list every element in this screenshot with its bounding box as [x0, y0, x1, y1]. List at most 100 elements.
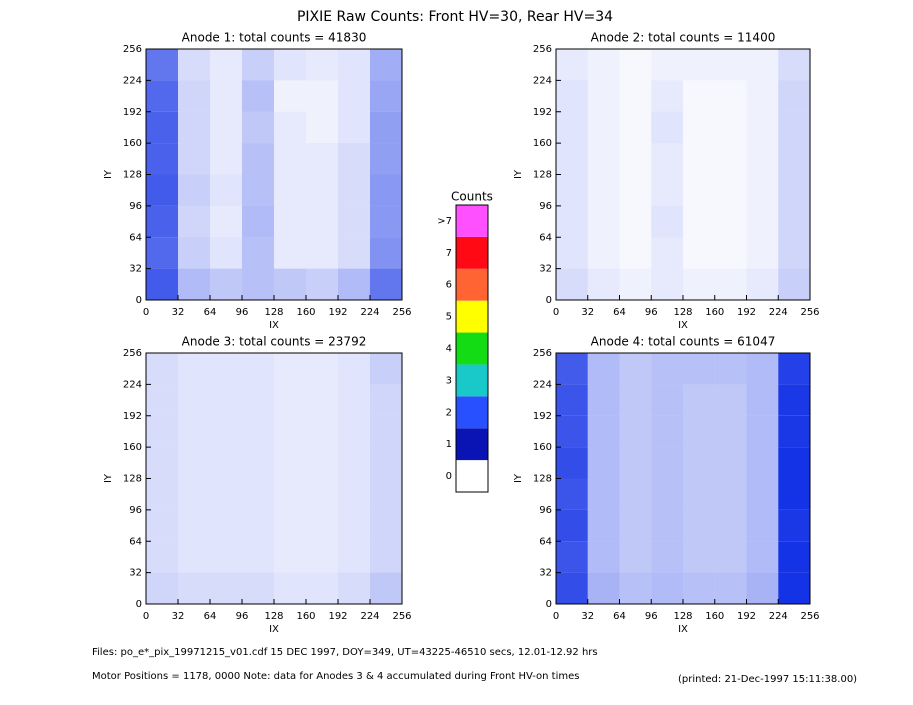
- heat-cell: [651, 353, 683, 385]
- x-tick-label: 64: [204, 307, 217, 318]
- heat-cell: [370, 174, 402, 206]
- heat-cell: [746, 268, 779, 300]
- heat-cell: [556, 268, 588, 300]
- heat-cell: [210, 447, 242, 479]
- heat-cell: [274, 268, 306, 300]
- heat-cell: [306, 541, 338, 573]
- x-tick-label: 96: [645, 307, 658, 318]
- heat-cell: [714, 572, 747, 604]
- heat-cell: [210, 143, 242, 175]
- heat-cell: [338, 509, 370, 542]
- heat-cell: [146, 80, 178, 112]
- heat-cell: [306, 478, 338, 510]
- heat-cell: [683, 112, 715, 143]
- heat-cell: [620, 237, 652, 268]
- heat-cell: [778, 478, 810, 510]
- heat-cell: [370, 478, 402, 510]
- colorbar-label: 4: [446, 344, 452, 355]
- heat-cell: [146, 478, 178, 510]
- heat-cell: [746, 49, 779, 81]
- heat-cell: [651, 111, 683, 144]
- y-tick-label: 160: [533, 442, 552, 453]
- heat-cell: [274, 237, 306, 269]
- x-tick-label: 224: [360, 611, 379, 622]
- heat-cell: [210, 111, 242, 144]
- heat-cell: [778, 415, 810, 448]
- heat-cell: [587, 478, 620, 510]
- heat-cell: [306, 80, 338, 112]
- heat-cell: [587, 80, 620, 112]
- heat-cell: [619, 447, 652, 479]
- colorbar-label: 2: [446, 407, 452, 418]
- heat-cell: [338, 237, 370, 269]
- heat-cell: [242, 572, 274, 604]
- heat-cell: [274, 415, 306, 448]
- y-tick-label: 256: [533, 348, 552, 359]
- heat-cell: [178, 447, 210, 479]
- heat-cell: [556, 111, 588, 144]
- heat-cell: [146, 174, 178, 206]
- heat-cell: [556, 49, 588, 81]
- heat-cell: [556, 541, 588, 573]
- panel-title: Anode 3: total counts = 23792: [182, 335, 367, 349]
- colorbar-swatch: [456, 300, 488, 333]
- heat-cell: [274, 111, 306, 144]
- heat-cell: [370, 49, 402, 81]
- y-tick-label: 64: [129, 536, 142, 547]
- heat-cell: [714, 268, 747, 300]
- heat-cell: [587, 509, 620, 542]
- y-tick-label: 192: [533, 411, 552, 422]
- heat-cell: [338, 478, 370, 510]
- heat-cell: [683, 80, 715, 111]
- x-tick-label: 96: [236, 611, 249, 622]
- heat-cell: [651, 478, 683, 510]
- heat-cell: [242, 541, 274, 573]
- y-tick-label: 192: [123, 411, 142, 422]
- heat-cell: [587, 384, 620, 416]
- heat-cell: [178, 80, 210, 112]
- heat-cell: [370, 353, 402, 385]
- heat-cell: [556, 353, 588, 385]
- heat-cell: [587, 541, 620, 573]
- heat-cell: [210, 415, 242, 448]
- heat-cell: [242, 415, 274, 448]
- x-tick-label: 0: [143, 611, 149, 622]
- heat-cell: [651, 415, 683, 448]
- heat-cell: [370, 447, 402, 479]
- colorbar-label: 0: [446, 471, 452, 482]
- heat-cell: [556, 384, 588, 416]
- heat-cell: [587, 143, 620, 175]
- heat-cell: [556, 174, 588, 206]
- heat-cell: [651, 80, 683, 112]
- y-tick-label: 256: [533, 44, 552, 55]
- colorbar-swatch: [456, 460, 488, 492]
- colorbar-swatch: [456, 428, 488, 461]
- heat-cell: [587, 111, 620, 144]
- heat-cell: [210, 572, 242, 604]
- footer-motor: Motor Positions = 1178, 0000 Note: data …: [92, 671, 579, 682]
- heat-cell: [715, 237, 747, 268]
- heat-cell: [338, 80, 370, 112]
- x-axis-label: IX: [678, 624, 688, 635]
- heat-cell: [683, 384, 715, 416]
- heat-cell: [338, 49, 370, 81]
- heat-cell: [306, 353, 338, 385]
- heat-cell: [242, 143, 274, 175]
- y-axis-label: IY: [513, 473, 524, 483]
- footer-files: Files: po_e*_pix_19971215_v01.cdf 15 DEC…: [92, 647, 598, 658]
- heat-cell: [242, 205, 274, 238]
- heat-cell: [370, 509, 402, 542]
- heat-cell: [370, 415, 402, 448]
- heat-cell: [338, 143, 370, 175]
- heat-cell: [714, 509, 747, 542]
- heat-cell: [651, 572, 683, 604]
- x-tick-label: 256: [800, 307, 819, 318]
- heat-cell: [210, 49, 242, 81]
- heat-cell: [746, 384, 779, 416]
- colorbar-swatch: [456, 396, 488, 429]
- x-tick-label: 32: [172, 611, 185, 622]
- heat-cell: [587, 268, 620, 300]
- heat-cell: [715, 175, 747, 206]
- heat-cell: [274, 384, 306, 416]
- y-tick-label: 128: [123, 474, 142, 485]
